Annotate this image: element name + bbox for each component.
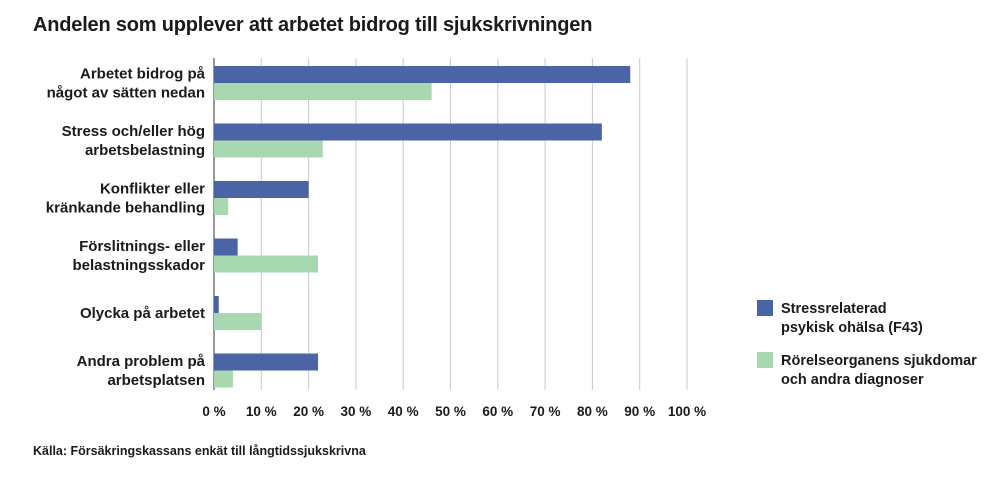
x-tick-label: 80 %	[577, 404, 608, 419]
bar-stress	[214, 238, 238, 256]
x-tick-label: 90 %	[624, 404, 655, 419]
bar-other	[214, 313, 262, 330]
grid-lines	[213, 58, 688, 390]
x-tick-label: 20 %	[293, 404, 324, 419]
bar-stress	[214, 66, 631, 83]
category-label: arbetsbelastning	[85, 142, 205, 159]
category-label: kränkande behandling	[46, 200, 205, 217]
x-tick-label: 30 %	[341, 404, 372, 419]
x-tick-label: 100 %	[668, 404, 706, 419]
x-tick-label: 10 %	[246, 404, 277, 419]
legend-label: Rörelseorganens sjukdomar	[781, 353, 977, 369]
category-label: arbetsplatsen	[107, 372, 205, 389]
category-label: belastningsskador	[72, 257, 205, 274]
category-label: Förslitnings- eller	[79, 238, 205, 255]
legend-swatch	[757, 300, 773, 316]
legend-label: psykisk ohälsa (F43)	[781, 320, 923, 336]
x-tick-label: 60 %	[482, 404, 513, 419]
legend-swatch	[757, 352, 773, 368]
legend-label: Stressrelaterad	[781, 301, 887, 317]
category-label: något av sätten nedan	[47, 85, 205, 102]
bars	[214, 66, 631, 388]
x-tick-label: 70 %	[530, 404, 561, 419]
bar-other	[214, 255, 319, 273]
bar-other	[214, 83, 432, 100]
x-tick-label: 50 %	[435, 404, 466, 419]
bar-other	[214, 370, 233, 388]
bar-other	[214, 140, 323, 158]
bar-stress	[214, 353, 319, 371]
category-label: Olycka på arbetet	[80, 305, 205, 322]
category-label: Stress och/eller hög	[62, 123, 205, 140]
bar-other	[214, 198, 229, 215]
source-note: Källa: Försäkringskassans enkät till lån…	[33, 444, 366, 458]
category-labels: Arbetet bidrog på något av sätten nedan St…	[46, 66, 206, 390]
category-label: Arbetet bidrog på	[80, 66, 206, 83]
legend: Stressrelaterad psykisk ohälsa (F43) Rörel…	[757, 300, 977, 388]
category-label: Andra problem på	[77, 353, 206, 370]
x-tick-label: 40 %	[388, 404, 419, 419]
chart-title: Andelen som upplever att arbetet bidrog …	[33, 14, 593, 36]
x-tick-labels: 0 % 10 % 20 % 30 % 40 % 50 % 60 % 70 % 80 % 90 % 1…	[202, 404, 706, 419]
bar-stress	[214, 123, 602, 141]
bar-stress	[214, 181, 309, 198]
legend-label: och andra diagnoser	[781, 372, 924, 388]
category-label: Konflikter eller	[100, 181, 205, 198]
bar-stress	[214, 296, 219, 313]
x-tick-label: 0 %	[202, 404, 225, 419]
